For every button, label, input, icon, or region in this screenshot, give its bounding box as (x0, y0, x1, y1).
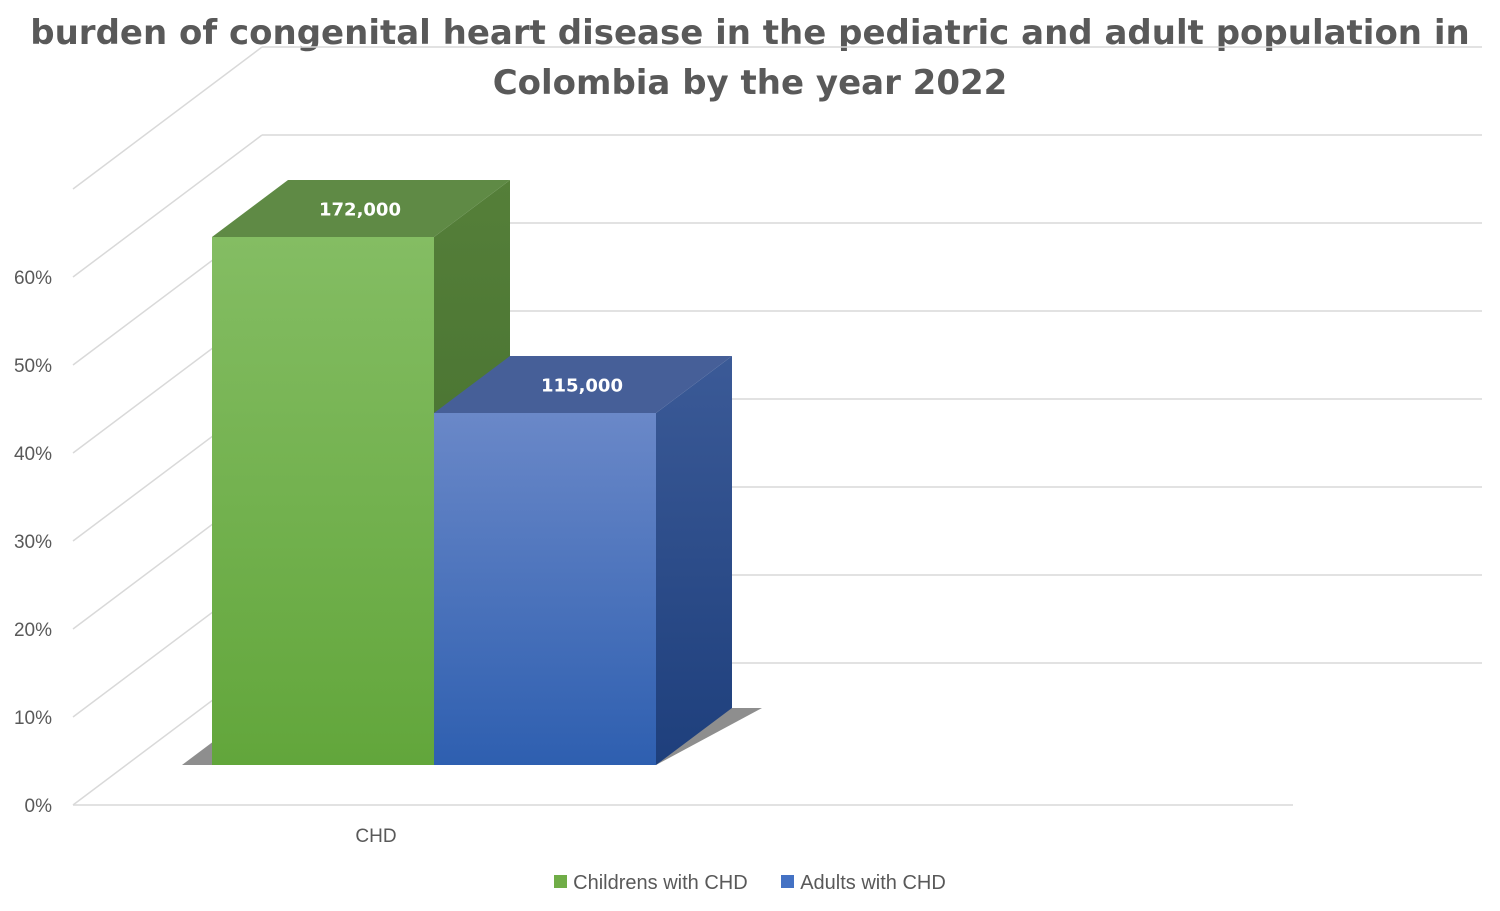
legend: Childrens with CHD Adults with CHD (0, 872, 1500, 895)
legend-item-children: Childrens with CHD (554, 872, 748, 895)
gridline-side (72, 134, 263, 278)
y-axis-ticks: 0% 10% 20% 30% 40% 50% 60% (14, 268, 52, 817)
legend-item-adults: Adults with CHD (781, 872, 946, 895)
bar-adults (434, 356, 732, 765)
bars (182, 180, 762, 765)
bar-top-adults (434, 356, 732, 413)
chart-title-line-2: Colombia by the year 2022 (492, 63, 1008, 103)
y-tick-label: 50% (14, 356, 52, 377)
x-axis-categories: CHD (355, 826, 396, 847)
legend-swatch-adults (781, 875, 795, 889)
y-tick-label: 60% (14, 268, 52, 289)
data-label-children: 172,000 (319, 200, 401, 221)
gridline-side (72, 46, 263, 190)
data-labels: 172,000 115,000 (319, 200, 623, 397)
legend-swatch-children (554, 875, 568, 889)
y-tick-label: 40% (14, 444, 52, 465)
bar-front-adults (434, 413, 656, 765)
bar-front-children (212, 237, 434, 765)
y-tick-label: 0% (25, 796, 53, 817)
bar-top-children (212, 180, 510, 237)
legend-label-children: Childrens with CHD (573, 872, 748, 895)
y-tick-label: 30% (14, 532, 52, 553)
x-category-label: CHD (355, 826, 396, 847)
bar-side-adults (656, 356, 732, 765)
legend-label-adults: Adults with CHD (800, 872, 946, 895)
data-label-adults: 115,000 (541, 376, 623, 397)
y-tick-label: 10% (14, 708, 52, 729)
y-tick-label: 20% (14, 620, 52, 641)
